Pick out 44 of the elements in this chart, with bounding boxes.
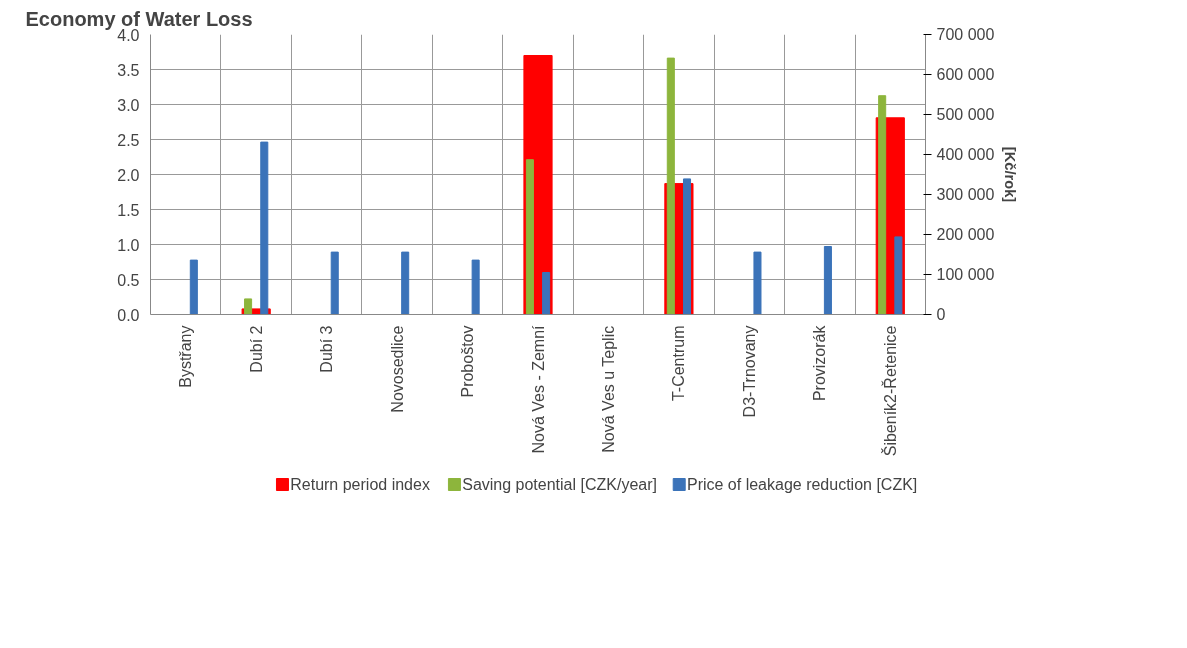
bar	[823, 246, 832, 315]
y2-tick-label: 600 000	[936, 66, 995, 83]
x-tick-label: Dubí 2	[247, 325, 265, 373]
bar	[260, 141, 269, 315]
x-tick-label: Nová Ves u Teplic	[599, 325, 617, 453]
x-tick-label: Dubí 3	[318, 325, 336, 373]
x-tick-label: T-Centrum	[670, 325, 688, 402]
bar	[401, 251, 410, 315]
y2-axis-title: [Kč/rok]	[1002, 146, 1019, 203]
y2-tick-label: 0	[936, 306, 946, 323]
bar	[189, 259, 198, 315]
legend-label: Saving potential [CZK/year]	[462, 476, 657, 493]
bar	[471, 259, 480, 315]
y-tick-label: 2.0	[117, 166, 140, 184]
x-tick-label: Provizorák	[811, 324, 829, 402]
bar	[330, 251, 339, 315]
y-tick-label: 1.0	[117, 236, 140, 254]
y2-tick-label: 500 000	[936, 106, 995, 123]
y2-tick-label: 100 000	[936, 266, 995, 283]
y2-tick-label: 200 000	[936, 226, 995, 243]
bar	[753, 251, 762, 315]
bar	[542, 272, 551, 315]
y-tick-label: 3.0	[117, 96, 140, 114]
bar	[878, 95, 887, 315]
bar	[894, 236, 903, 315]
x-tick-label: Bystřany	[177, 325, 195, 388]
y-tick-label: 1.5	[117, 201, 140, 219]
y2-tick-label: 700 000	[936, 26, 995, 43]
y-tick-label: 0.5	[117, 271, 140, 289]
legend-label: Price of leakage reduction [CZK]	[686, 476, 918, 493]
y2-tick-label: 400 000	[936, 146, 995, 163]
bar	[244, 298, 253, 315]
legend-label: Return period index	[290, 476, 430, 493]
x-tick-label: Nová Ves - Zemní	[529, 324, 547, 454]
y-tick-label: 3.5	[117, 61, 140, 79]
y-tick-label: 0.0	[117, 306, 140, 324]
bar	[666, 57, 675, 315]
x-tick-label: D3-Trnovany	[740, 325, 758, 418]
x-tick-label: Šibeník2-Řetenice	[880, 325, 899, 457]
y2-tick-label: 300 000	[936, 186, 995, 203]
x-tick-label: Novosedlice	[388, 325, 406, 413]
bar	[525, 159, 534, 315]
x-tick-label: Proboštov	[459, 325, 477, 398]
y-tick-label: 2.5	[117, 131, 140, 149]
